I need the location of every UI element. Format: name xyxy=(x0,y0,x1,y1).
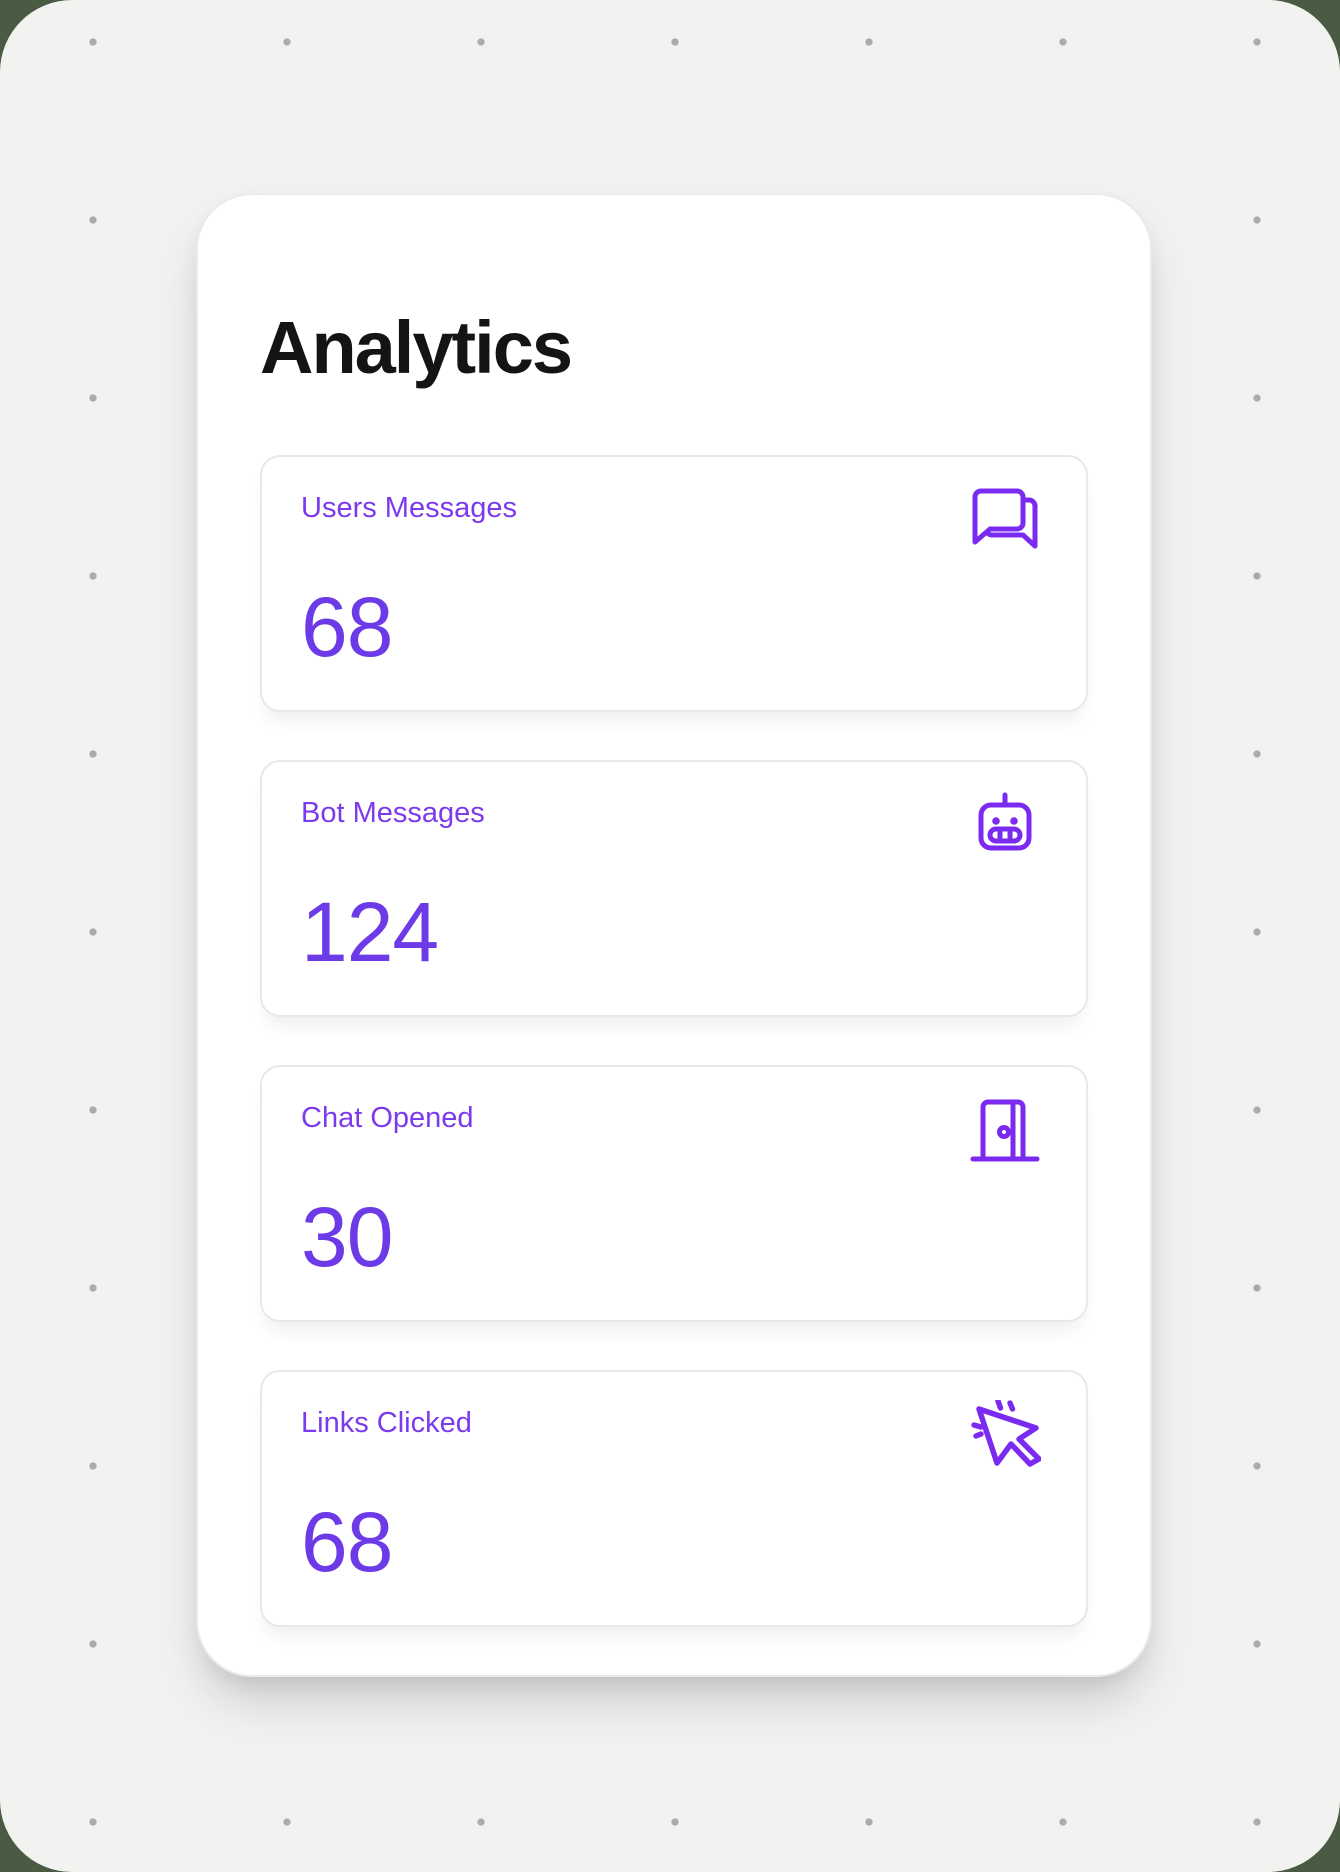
analytics-panel: Analytics Users Messages 68 Bot Messages… xyxy=(196,193,1152,1677)
stat-label: Links Clicked xyxy=(301,1407,472,1439)
chat-bubbles-icon xyxy=(969,485,1041,557)
page-title: Analytics xyxy=(260,306,573,389)
stat-label: Chat Opened xyxy=(301,1102,474,1134)
stat-card-bot-messages[interactable]: Bot Messages 124 xyxy=(260,760,1088,1017)
door-icon xyxy=(969,1095,1041,1167)
stat-label: Users Messages xyxy=(301,492,517,524)
stat-card-chat-opened[interactable]: Chat Opened 30 xyxy=(260,1065,1088,1322)
stat-label: Bot Messages xyxy=(301,797,485,829)
stat-card-users-messages[interactable]: Users Messages 68 xyxy=(260,455,1088,712)
stat-card-links-clicked[interactable]: Links Clicked 68 xyxy=(260,1370,1088,1627)
stat-value: 68 xyxy=(301,1495,393,1589)
stat-value: 124 xyxy=(301,885,439,979)
cursor-click-icon xyxy=(969,1400,1041,1472)
stat-value: 68 xyxy=(301,580,393,674)
stat-value: 30 xyxy=(301,1190,393,1284)
robot-icon xyxy=(969,790,1041,862)
stat-card-list: Users Messages 68 Bot Messages 124 xyxy=(260,455,1088,1627)
